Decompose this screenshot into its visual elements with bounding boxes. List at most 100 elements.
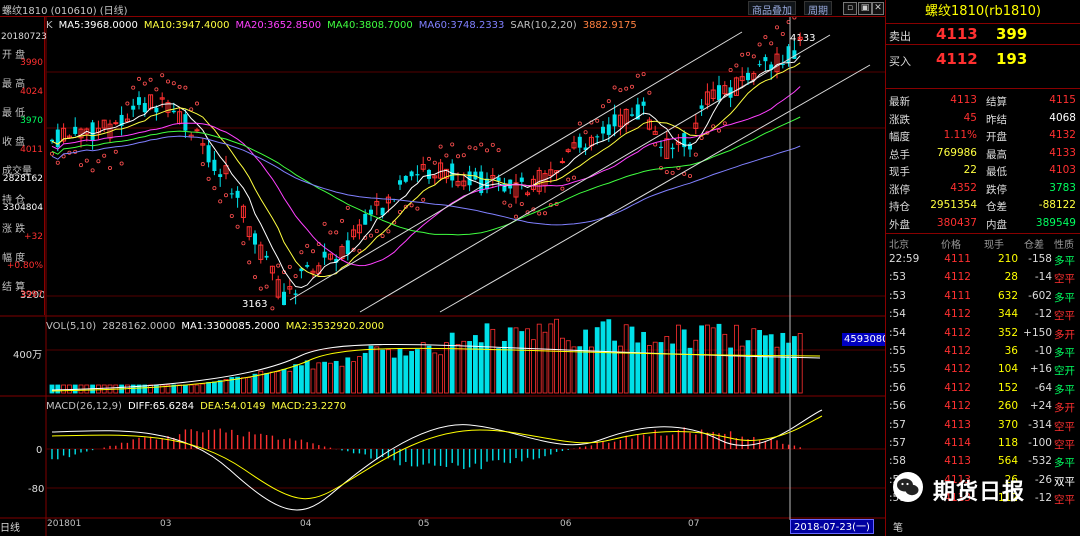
sar-dot	[688, 173, 693, 178]
volume-bar	[177, 384, 183, 394]
stat-value: 3783	[1049, 181, 1076, 194]
tick-diff: -64	[1034, 381, 1052, 394]
tick-row[interactable]: :53 4112 28 -14 空平	[886, 269, 1080, 287]
tick-type: 多开	[1054, 402, 1075, 415]
volume-bar	[380, 349, 386, 394]
stat-label: 外盘	[889, 218, 910, 231]
volume-bar	[356, 356, 362, 394]
volume-bar	[374, 346, 380, 394]
sar-dot	[641, 72, 646, 77]
month-label: 201801	[47, 519, 82, 529]
bid-price: 4112	[936, 50, 978, 68]
window-close-icon[interactable]: ✕	[872, 2, 884, 15]
window-shrink-icon[interactable]: ▫	[843, 2, 857, 15]
volume-bar	[293, 364, 299, 394]
cursor-date-label: 2018-07-23(一)	[790, 519, 874, 534]
volume-bar	[472, 335, 478, 394]
tick-diff: -12	[1034, 492, 1052, 505]
stat-label: 跌停	[986, 183, 1007, 196]
kline-chart[interactable]: 3200 400万 0 -80 3163 4133	[0, 0, 885, 536]
volume-bar	[235, 376, 241, 394]
candle-body	[728, 87, 733, 98]
candle-body	[287, 286, 293, 290]
candle-body	[485, 178, 489, 190]
tick-row[interactable]: :54 4112 344 -12 空平	[886, 306, 1080, 324]
volume-bar	[565, 340, 571, 394]
candle-body	[641, 101, 646, 106]
window-title: 螺纹1810 (010610) (日线)	[2, 6, 128, 17]
sar-dot	[154, 87, 159, 92]
stat-label: 持仓	[889, 201, 910, 213]
footer-tab[interactable]: 笔	[893, 523, 903, 534]
volume-bar	[519, 331, 525, 394]
candle-body	[443, 168, 449, 179]
sar-dot	[339, 218, 344, 223]
sar-dot	[432, 160, 437, 165]
tick-qty: 26	[1004, 473, 1018, 486]
sar-dot	[438, 144, 443, 149]
volume-bar	[647, 345, 652, 394]
ticks-header-cell: 现手	[984, 240, 1004, 251]
tick-row[interactable]: :57 4114 118 -100 空平	[886, 435, 1080, 453]
stat-value: 1.11%	[943, 129, 977, 141]
tick-qty: 28	[1004, 271, 1018, 284]
tick-row[interactable]: :58 4113 564 -532 多平	[886, 453, 1080, 471]
candle-body	[113, 122, 119, 125]
tick-diff: -314	[1028, 418, 1052, 431]
period-button[interactable]: 周期	[804, 1, 832, 17]
tick-row[interactable]: :56 4112 260 +24 多开	[886, 398, 1080, 416]
tick-qty: 344	[997, 308, 1018, 321]
sar-dot	[537, 211, 542, 216]
sar-dot	[328, 230, 333, 235]
candle-body	[55, 129, 60, 148]
stat-label: 总手	[889, 148, 910, 161]
sar-dot	[148, 77, 153, 82]
sar-dot	[769, 41, 774, 46]
ma10-line	[51, 62, 801, 277]
tick-time: :56	[889, 400, 906, 413]
sar-dot	[374, 229, 379, 234]
volume-bar	[670, 343, 675, 394]
volume-bar	[258, 370, 264, 394]
sar-dot	[368, 233, 373, 238]
sar-dot	[183, 85, 188, 90]
volume-bar	[269, 371, 275, 394]
sar-dot	[218, 199, 223, 204]
window-restore-icon[interactable]: ▣	[858, 2, 872, 15]
tick-row[interactable]: :56 4112 152 -64 多平	[886, 380, 1080, 398]
period-tab[interactable]: 日线	[0, 523, 20, 534]
bid-row[interactable]: 买入 4112 193	[886, 50, 1080, 69]
sar-dot	[699, 135, 704, 140]
volume-bar	[229, 377, 235, 394]
tick-qty: 370	[997, 418, 1018, 431]
sar-dot	[711, 124, 716, 129]
tick-row[interactable]: 22:59 4111 210 -158 多平	[886, 251, 1080, 269]
ask-row[interactable]: 卖出 4113 399	[886, 25, 1080, 44]
tick-row[interactable]: :55 4112 104 +16 空开	[886, 361, 1080, 379]
sar-dot	[136, 76, 141, 81]
sar-dot	[200, 162, 205, 167]
trend-line	[439, 64, 871, 313]
sar-dot	[247, 260, 252, 265]
volume-bar	[287, 370, 293, 394]
sar-dot	[79, 163, 84, 168]
stat-label: 仓差	[986, 201, 1007, 213]
tick-row[interactable]: :55 4112 36 -10 多平	[886, 343, 1080, 361]
tick-price: 4112	[944, 326, 971, 339]
candle-body	[171, 110, 176, 113]
chart-area[interactable]: 3200 400万 0 -80 3163 4133 螺纹1810 (010610) (日线…	[0, 0, 891, 536]
volume-bar	[548, 323, 554, 394]
tick-row[interactable]: :53 4111 632 -602 多平	[886, 288, 1080, 306]
commodity-overlay-button[interactable]: 商品叠加	[748, 1, 796, 17]
candle-body	[380, 207, 385, 216]
volume-bar	[391, 357, 397, 394]
tick-row[interactable]: :54 4112 352 +150 多开	[886, 325, 1080, 343]
volume-axis-label: 400万	[13, 350, 42, 361]
volume-current-label: 4593080	[842, 333, 891, 346]
tick-price: 4113	[944, 492, 971, 505]
sar-dot	[84, 158, 89, 163]
candle-body	[513, 182, 519, 198]
tick-row[interactable]: :57 4113 370 -314 空平	[886, 417, 1080, 435]
quote-info-label: 开 盘	[2, 50, 26, 61]
stat-value: -88122	[1038, 199, 1076, 211]
